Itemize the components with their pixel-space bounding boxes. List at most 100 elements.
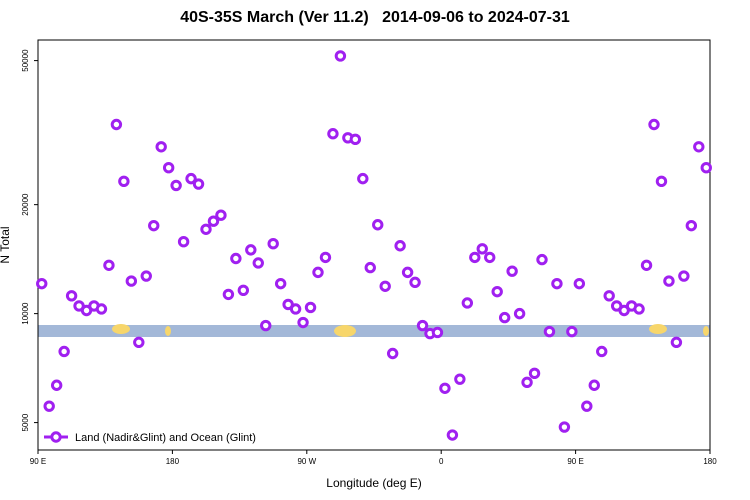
point bbox=[50, 379, 63, 391]
point bbox=[431, 326, 444, 339]
point bbox=[528, 367, 541, 380]
legend-label: Land (Nadir&Glint) and Ocean (Glint) bbox=[75, 432, 256, 444]
point bbox=[498, 311, 511, 324]
legend-marker bbox=[50, 431, 62, 443]
x-tick-label: 0 bbox=[439, 457, 444, 466]
point bbox=[177, 236, 190, 248]
point bbox=[118, 175, 130, 188]
land-blob bbox=[703, 326, 709, 336]
point bbox=[364, 261, 376, 274]
point bbox=[566, 325, 578, 338]
point bbox=[170, 179, 182, 192]
point bbox=[469, 251, 481, 264]
point bbox=[401, 266, 414, 279]
point bbox=[461, 297, 474, 309]
point bbox=[312, 266, 324, 279]
point bbox=[125, 275, 138, 287]
point bbox=[491, 285, 503, 298]
land-blob bbox=[165, 326, 171, 336]
land-blob bbox=[649, 324, 667, 334]
point bbox=[536, 253, 548, 266]
point bbox=[207, 215, 220, 227]
point bbox=[484, 251, 496, 264]
point bbox=[454, 373, 466, 385]
plot-frame bbox=[37, 39, 711, 451]
y-tick-label: 10000 bbox=[21, 302, 30, 325]
point bbox=[349, 133, 362, 146]
x-tick-label: 180 bbox=[703, 457, 717, 466]
point bbox=[446, 429, 459, 441]
point bbox=[319, 251, 332, 264]
point bbox=[185, 172, 197, 185]
land-blob bbox=[334, 325, 356, 337]
point bbox=[200, 223, 212, 235]
x-tick-label: 90 E bbox=[30, 457, 46, 466]
point bbox=[245, 244, 257, 256]
point bbox=[95, 303, 108, 315]
point bbox=[581, 400, 593, 412]
point bbox=[633, 303, 645, 315]
point bbox=[670, 336, 683, 349]
x-tick-label: 90 E bbox=[567, 457, 583, 466]
point bbox=[289, 303, 302, 315]
point bbox=[297, 316, 309, 329]
chart-title: 40S-35S March (Ver 11.2) 2014-09-06 to 2… bbox=[180, 9, 570, 26]
point bbox=[685, 219, 698, 232]
point bbox=[372, 219, 384, 231]
y-tick-label: 50000 bbox=[21, 49, 30, 72]
point bbox=[155, 141, 167, 153]
point bbox=[386, 347, 399, 360]
point bbox=[558, 421, 571, 433]
point bbox=[700, 161, 712, 174]
point bbox=[140, 270, 152, 282]
point bbox=[237, 284, 250, 296]
point bbox=[513, 307, 526, 320]
point bbox=[260, 319, 272, 332]
x-axis-label: Longitude (deg E) bbox=[326, 476, 421, 490]
point bbox=[573, 277, 586, 290]
x-tick-label: 180 bbox=[166, 457, 180, 466]
point bbox=[543, 325, 556, 338]
point bbox=[506, 265, 518, 277]
point bbox=[334, 50, 347, 62]
point bbox=[603, 290, 615, 302]
point bbox=[58, 345, 70, 358]
y-tick-label: 5000 bbox=[21, 413, 30, 431]
point bbox=[521, 376, 533, 389]
point bbox=[678, 270, 690, 282]
point bbox=[274, 277, 287, 290]
point bbox=[476, 243, 488, 255]
point bbox=[304, 301, 317, 314]
point bbox=[252, 257, 264, 269]
point bbox=[648, 118, 660, 131]
point bbox=[439, 382, 451, 394]
point bbox=[693, 141, 705, 153]
point bbox=[655, 175, 668, 188]
point bbox=[103, 259, 115, 271]
point bbox=[267, 238, 279, 250]
point bbox=[416, 319, 429, 332]
point bbox=[596, 345, 608, 358]
point bbox=[394, 240, 406, 252]
point bbox=[379, 280, 391, 292]
point bbox=[588, 379, 600, 391]
point bbox=[192, 178, 205, 190]
point bbox=[65, 290, 78, 302]
x-tick-label: 90 W bbox=[297, 457, 316, 466]
y-tick-label: 20000 bbox=[21, 193, 30, 216]
point bbox=[162, 161, 175, 174]
point bbox=[409, 276, 421, 289]
point bbox=[327, 128, 339, 140]
y-axis-label: N Total bbox=[0, 226, 12, 263]
ocean-band bbox=[38, 325, 710, 337]
point bbox=[215, 209, 227, 221]
map-band bbox=[38, 324, 710, 337]
point bbox=[222, 288, 235, 301]
land-blob bbox=[112, 324, 130, 334]
point bbox=[640, 259, 653, 271]
point bbox=[36, 277, 48, 290]
point bbox=[357, 172, 369, 185]
point bbox=[133, 336, 145, 349]
point bbox=[551, 277, 563, 290]
